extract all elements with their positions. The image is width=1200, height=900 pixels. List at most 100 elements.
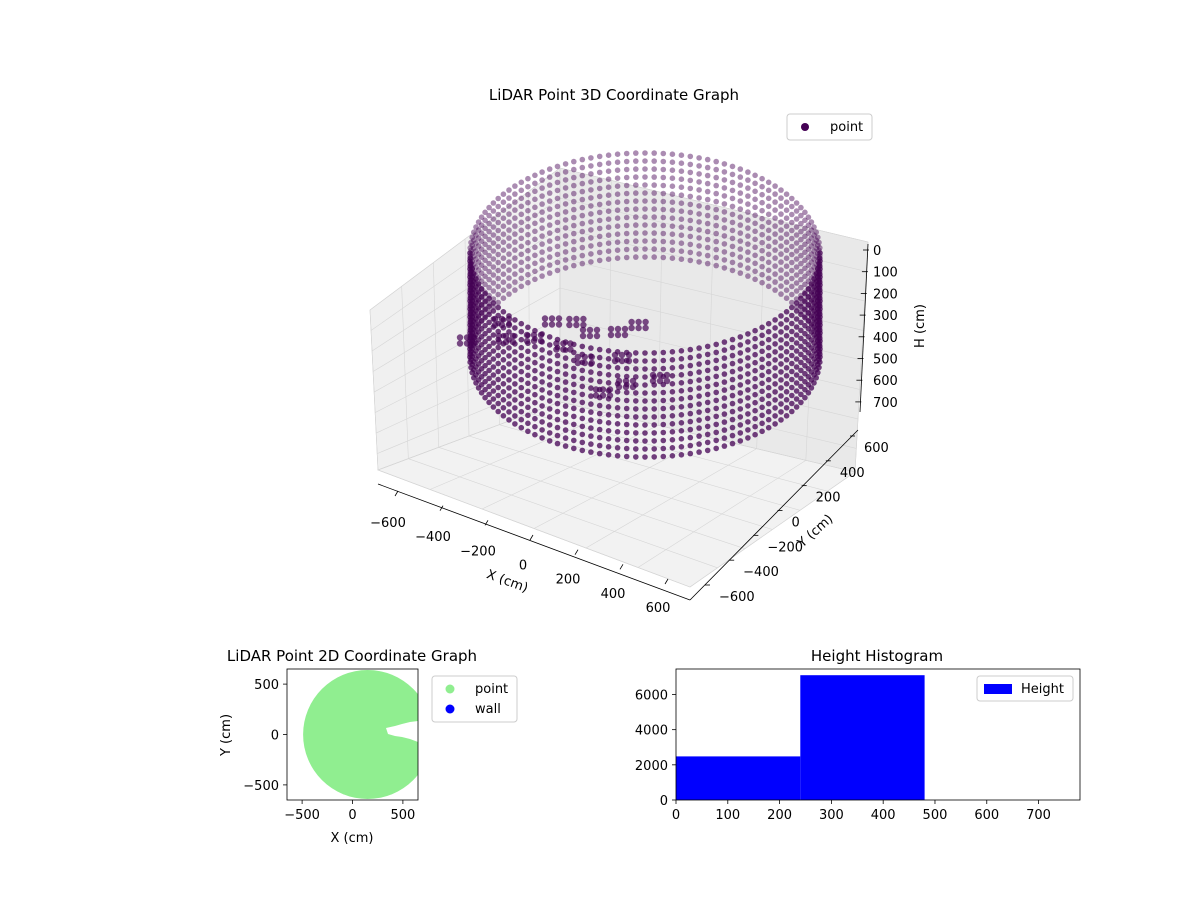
wall-point [506, 377, 512, 383]
wall-point [752, 431, 758, 438]
interior-point [555, 321, 563, 328]
legend-marker-point [801, 123, 809, 131]
wall-point [704, 188, 711, 195]
wall-point [506, 275, 512, 281]
wall-point [525, 404, 531, 411]
wall-point [518, 408, 525, 415]
wall-point [669, 167, 676, 173]
wall-point [696, 227, 702, 233]
wall-point [588, 235, 594, 241]
x-tick-label: 700 [1026, 808, 1051, 823]
wall-point [588, 345, 594, 351]
wall-point [478, 222, 485, 228]
wall-point [713, 246, 719, 253]
wall-point [571, 381, 577, 388]
wall-point [490, 396, 497, 402]
wall-point [759, 191, 765, 198]
chart-3d-legend: point [786, 113, 873, 141]
wall-point [588, 369, 594, 375]
wall-point [802, 233, 808, 240]
wall-point [571, 405, 577, 412]
wall-point [588, 243, 594, 249]
wall-point [737, 358, 744, 364]
wall-point [579, 367, 586, 374]
legend-marker-point [445, 684, 455, 694]
wall-point [778, 251, 784, 257]
wall-point [633, 414, 639, 420]
wall-point [605, 388, 612, 394]
wall-point [783, 373, 790, 379]
wall-point [482, 265, 488, 272]
wall-point [486, 204, 492, 211]
wall-point [467, 354, 473, 360]
wall-point [721, 379, 728, 385]
wall-point [539, 177, 545, 183]
wall-point [500, 215, 507, 221]
wall-point [729, 432, 736, 439]
wall-point [562, 427, 569, 433]
wall-point [623, 373, 630, 380]
wall-point [696, 235, 702, 241]
wall-point [579, 359, 586, 366]
wall-point [623, 254, 630, 261]
wall-point [614, 373, 621, 379]
wall-point [467, 282, 473, 288]
wall-point [745, 339, 751, 345]
wall-point [752, 391, 758, 398]
wall-point [704, 359, 711, 366]
wall-point [678, 216, 685, 222]
wall-point [669, 413, 676, 419]
wall-point [704, 375, 711, 382]
wall-point [495, 392, 502, 399]
wall-point [596, 225, 603, 232]
wall-point [678, 256, 685, 263]
wall-point [778, 259, 784, 265]
wall-point [789, 227, 795, 234]
wall-point [500, 191, 507, 197]
wall-point [633, 230, 639, 236]
wall-point [798, 327, 804, 334]
wall-point [808, 281, 815, 287]
wall-point [752, 383, 758, 390]
wall-point [554, 440, 561, 447]
interior-point [628, 324, 635, 332]
wall-point [651, 406, 657, 412]
wall-point [811, 276, 817, 282]
z-tick-label: 400 [873, 331, 898, 346]
wall-point [759, 279, 765, 286]
wall-point [802, 257, 808, 264]
interior-point [618, 351, 626, 359]
wall-point [713, 238, 719, 245]
wall-point [729, 219, 736, 226]
wall-point [737, 342, 744, 348]
wall-point [554, 376, 561, 383]
wall-point [532, 220, 538, 227]
wall-point [571, 214, 577, 221]
interior-point [621, 331, 629, 339]
wall-point [605, 348, 612, 354]
wall-point [500, 295, 507, 302]
wall-point [737, 174, 744, 180]
wall-point [789, 299, 795, 306]
histogram-bars [676, 675, 925, 800]
wall-point [696, 433, 702, 439]
wall-point [633, 446, 639, 452]
wall-point [669, 429, 676, 435]
wall-point [651, 350, 657, 356]
wall-point [500, 325, 507, 331]
wall-point [490, 240, 497, 246]
wall-point [482, 217, 488, 224]
wall-point [660, 214, 667, 221]
wall-point [765, 203, 772, 210]
wall-point [467, 359, 474, 366]
x-tick-label: 200 [556, 573, 581, 588]
wall-point [798, 204, 804, 211]
wall-point [623, 453, 630, 460]
wall-point [596, 362, 603, 369]
wall-point [642, 390, 648, 396]
wall-point [512, 255, 518, 261]
wall-point [783, 295, 790, 302]
wall-point [571, 349, 577, 356]
wall-point [704, 367, 711, 374]
wall-point [745, 411, 751, 417]
